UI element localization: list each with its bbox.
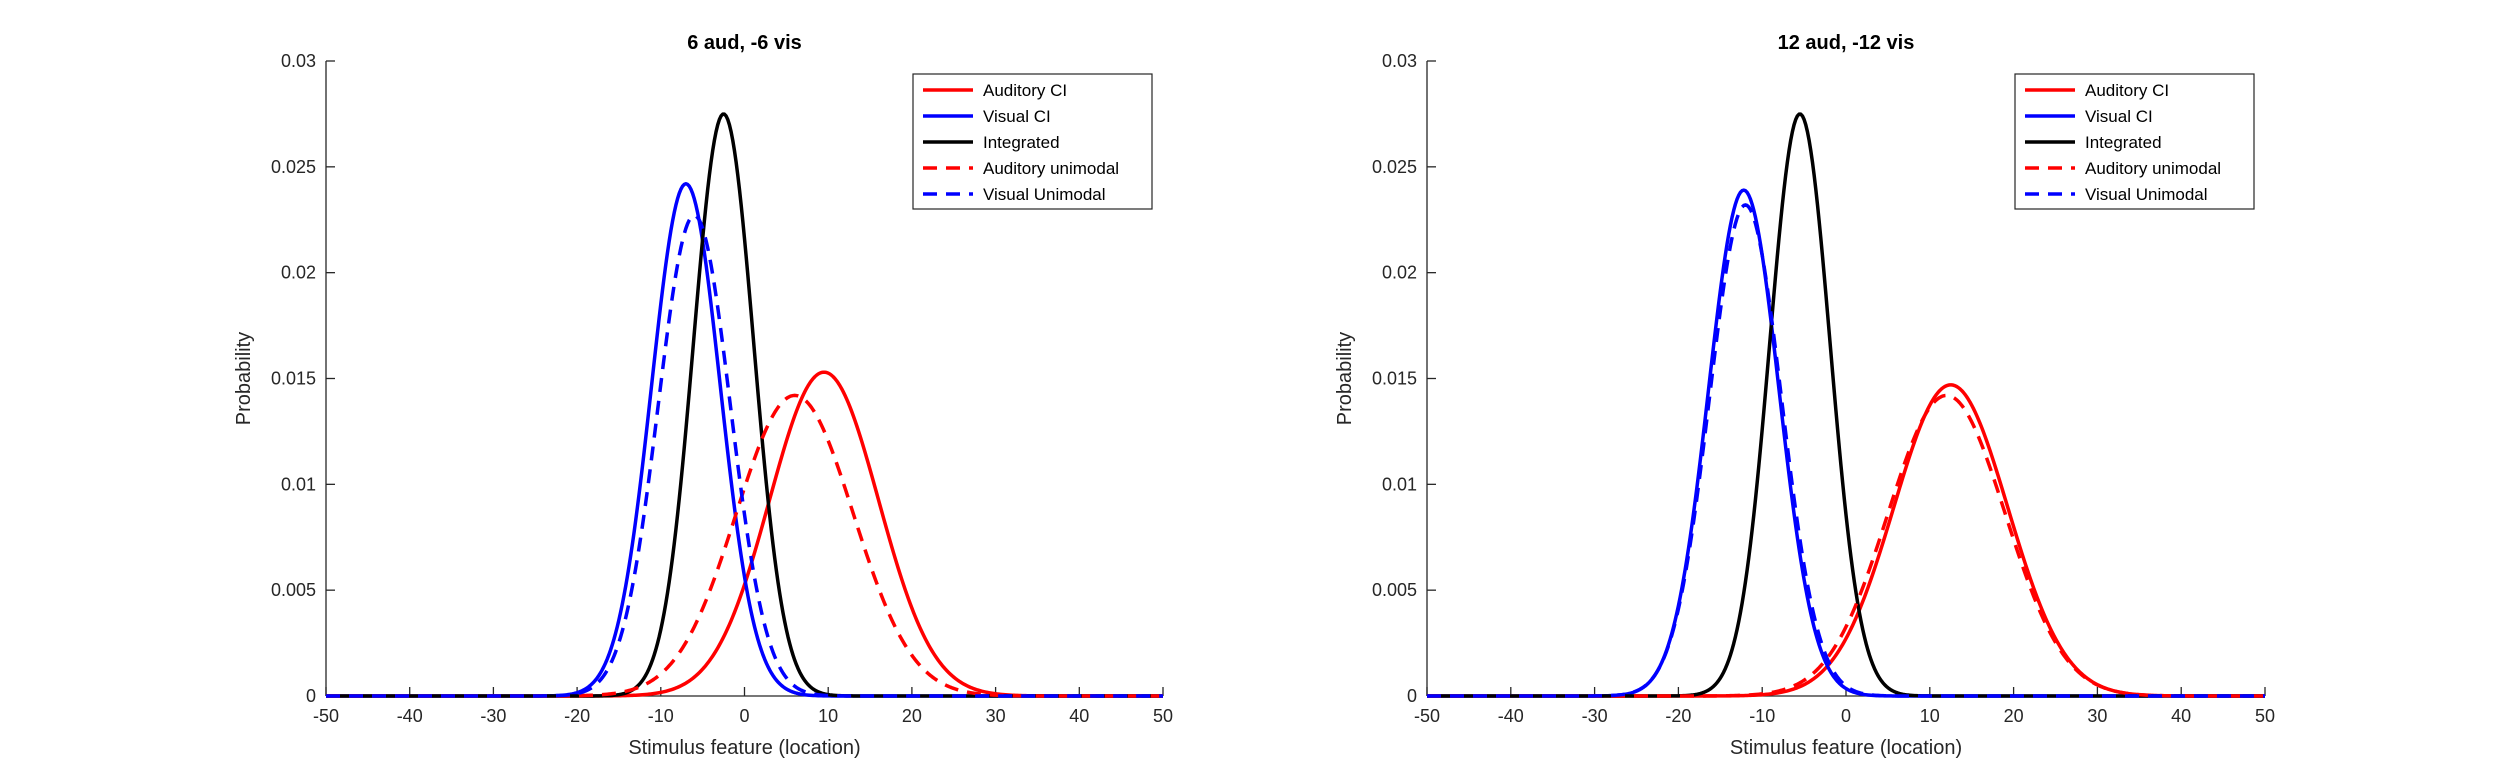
legend: Auditory CI Visual CI Integrated Auditory u… — [2014, 73, 2255, 210]
series-line-4 — [325, 393, 1164, 698]
x-axis-label: Stimulus feature (location) — [1730, 737, 1962, 759]
y-tick-label: 0.015 — [271, 369, 316, 389]
x-tick-label: -20 — [1665, 706, 1691, 726]
x-tick-label: 30 — [2087, 706, 2107, 726]
legend-label: Auditory CI — [2085, 81, 2169, 100]
legend-label: Auditory unimodal — [2085, 159, 2221, 178]
x-tick-label: 30 — [986, 706, 1006, 726]
x-tick-label: -40 — [1498, 706, 1524, 726]
x-tick-label: -50 — [1414, 706, 1440, 726]
y-tick-label: 0.025 — [271, 157, 316, 177]
legend-label: Visual Unimodal — [2085, 185, 2208, 204]
chart-panel-1: -50 -40 -30 -20 -10 0 10 20 30 40 50 0 0.005 0.01 0.01… — [233, 32, 1173, 759]
x-tick-label: 40 — [1069, 706, 1089, 726]
y-tick-label: 0 — [306, 686, 316, 706]
legend: Auditory CI Visual CI Integrated Auditory u… — [912, 73, 1153, 210]
y-axis-label: Probability — [233, 332, 255, 425]
y-tick-label: 0 — [1407, 686, 1417, 706]
x-tick-label: 40 — [2171, 706, 2191, 726]
legend-label: Visual Unimodal — [983, 185, 1106, 204]
x-tick-label: 10 — [818, 706, 838, 726]
series-line-2 — [325, 182, 1164, 698]
x-tick-label: -50 — [313, 706, 339, 726]
chart-title: 6 aud, -6 vis — [687, 32, 802, 54]
legend-label: Auditory unimodal — [983, 159, 1119, 178]
x-tick-label: 0 — [1841, 706, 1851, 726]
y-tick-label: 0.01 — [281, 474, 316, 494]
series-line-1 — [325, 370, 1164, 698]
x-tick-label: 0 — [739, 706, 749, 726]
legend-label: Visual CI — [2085, 107, 2153, 126]
y-tick-label: 0.03 — [281, 51, 316, 71]
x-tick-label: 20 — [902, 706, 922, 726]
y-tick-label: 0.015 — [1372, 369, 1417, 389]
x-axis-label: Stimulus feature (location) — [628, 737, 860, 759]
x-tick-label: 10 — [1920, 706, 1940, 726]
x-tick-label: 50 — [2255, 706, 2275, 726]
series-line-4 — [1426, 393, 2266, 698]
legend-label: Integrated — [2085, 133, 2162, 152]
x-tick-label: -40 — [397, 706, 423, 726]
y-tick-label: 0.03 — [1382, 51, 1417, 71]
x-tick-label: -30 — [480, 706, 506, 726]
x-tick-label: -10 — [1749, 706, 1775, 726]
series-line-5 — [1426, 203, 2266, 698]
series-line-2 — [1426, 188, 2266, 698]
legend-label: Auditory CI — [983, 81, 1067, 100]
y-tick-label: 0.01 — [1382, 474, 1417, 494]
x-tick-label: -20 — [564, 706, 590, 726]
y-axis-label: Probability — [1334, 332, 1356, 425]
x-tick-label: 50 — [1153, 706, 1173, 726]
y-tick-label: 0.02 — [1382, 263, 1417, 283]
y-tick-label: 0.005 — [271, 580, 316, 600]
y-tick-label: 0.005 — [1372, 580, 1417, 600]
chart-title: 12 aud, -12 vis — [1778, 32, 1915, 54]
x-tick-label: -30 — [1582, 706, 1608, 726]
x-tick-label: 20 — [2004, 706, 2024, 726]
series-line-5 — [325, 213, 1164, 698]
chart-panel-2: -50 -40 -30 -20 -10 0 10 20 30 40 50 0 0.005 0.01 0.01… — [1334, 32, 2275, 759]
legend-label: Integrated — [983, 133, 1060, 152]
series-line-1 — [1426, 383, 2266, 698]
y-tick-label: 0.025 — [1372, 157, 1417, 177]
x-tick-label: -10 — [648, 706, 674, 726]
y-tick-label: 0.02 — [281, 263, 316, 283]
legend-label: Visual CI — [983, 107, 1051, 126]
